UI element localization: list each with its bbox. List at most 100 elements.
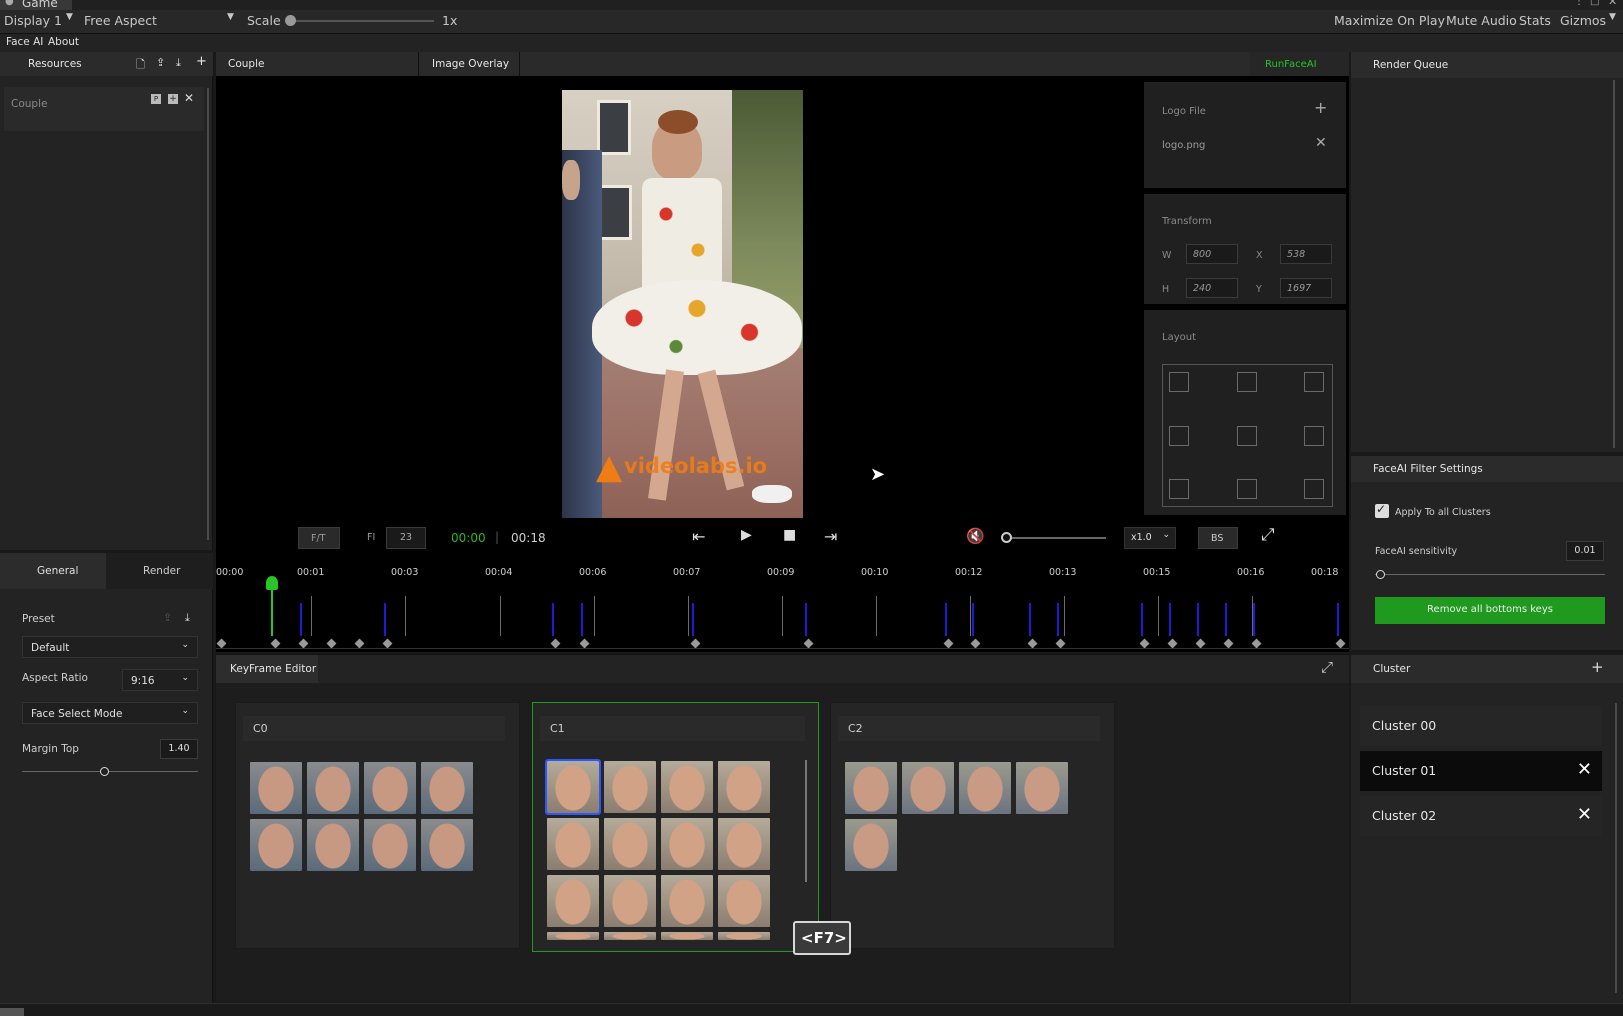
face-thumbnail[interactable] xyxy=(307,819,359,871)
layout-top-left[interactable] xyxy=(1169,372,1189,392)
timeline-face-marker[interactable] xyxy=(1225,603,1227,636)
margin-top-slider-handle[interactable] xyxy=(100,767,109,776)
game-tab[interactable]: ● Game xyxy=(0,0,72,10)
face-thumbnail[interactable] xyxy=(718,818,770,870)
layout-bottom-right[interactable] xyxy=(1304,479,1324,499)
skip-start-icon[interactable]: ⇤ xyxy=(692,527,706,546)
close-window-icon[interactable]: ✕ xyxy=(1608,0,1618,8)
resource-close-icon[interactable]: ✕ xyxy=(184,91,195,105)
sensitivity-slider-track[interactable] xyxy=(1375,574,1605,575)
face-thumbnail[interactable] xyxy=(604,818,656,870)
face-thumbnail[interactable] xyxy=(845,762,897,814)
face-thumbnail[interactable] xyxy=(547,932,599,940)
new-file-icon[interactable]: 🗋 xyxy=(136,58,145,71)
tab-image-overlay[interactable]: Image Overlay xyxy=(420,52,520,76)
ft-button[interactable]: F/T xyxy=(298,527,340,549)
face-thumbnail[interactable] xyxy=(421,762,473,814)
playhead-handle[interactable] xyxy=(266,576,278,590)
face-thumbnail[interactable] xyxy=(604,875,656,927)
face-thumbnail[interactable] xyxy=(661,875,713,927)
y-input[interactable]: 1697 xyxy=(1280,278,1332,298)
fi-input[interactable]: 23 xyxy=(386,527,426,549)
timeline-face-marker[interactable] xyxy=(1029,603,1031,636)
mute-speaker-icon[interactable]: 🔇 xyxy=(966,527,985,545)
display-dropdown[interactable]: Display 1 xyxy=(4,13,63,28)
x-input[interactable]: 538 xyxy=(1280,244,1332,264)
tab-general[interactable]: General xyxy=(0,553,106,589)
bs-button[interactable]: BS xyxy=(1198,527,1238,549)
face-select-mode-dropdown[interactable]: Face Select Mode ⌄ xyxy=(22,702,198,724)
face-thumbnail[interactable] xyxy=(307,762,359,814)
stop-icon[interactable]: ■ xyxy=(783,527,797,543)
window-menu-icon[interactable]: ⋮ xyxy=(1574,0,1584,7)
expand-editor-icon[interactable]: ⤢ xyxy=(1321,658,1334,676)
margin-top-slider-track[interactable] xyxy=(22,771,198,772)
scale-slider-track[interactable] xyxy=(288,20,434,22)
cluster-group-c1[interactable]: C1 xyxy=(532,702,819,952)
face-thumbnail[interactable] xyxy=(547,875,599,927)
menu-about[interactable]: About xyxy=(48,36,80,48)
face-thumbnail[interactable] xyxy=(661,932,713,940)
volume-slider-track[interactable] xyxy=(1006,537,1106,539)
face-thumbnail[interactable] xyxy=(250,819,302,871)
face-thumbnail[interactable] xyxy=(547,818,599,870)
cluster-group-c0[interactable]: C0 xyxy=(235,702,520,949)
timeline-face-marker[interactable] xyxy=(300,603,302,636)
cluster-item-02[interactable]: Cluster 02 ✕ xyxy=(1360,796,1602,836)
face-thumbnail[interactable] xyxy=(661,818,713,870)
face-thumbnail[interactable] xyxy=(845,819,897,871)
face-thumbnail[interactable] xyxy=(661,761,713,813)
sensitivity-input[interactable]: 0.01 xyxy=(1566,541,1604,561)
apply-all-checkbox[interactable]: ✓ xyxy=(1375,502,1389,518)
add-logo-icon[interactable]: + xyxy=(1314,98,1328,117)
layout-bottom-center[interactable] xyxy=(1237,479,1257,499)
maximize-on-play-toggle[interactable]: Maximize On Play xyxy=(1334,13,1445,28)
resource-p-icon[interactable]: P xyxy=(151,94,161,104)
resources-scrollbar[interactable] xyxy=(207,88,209,540)
c1-scrollbar[interactable] xyxy=(805,760,807,882)
status-scroll-thumb[interactable] xyxy=(0,1008,24,1016)
timeline-face-marker[interactable] xyxy=(1141,603,1143,636)
keyframe-editor-tab[interactable]: KeyFrame Editor xyxy=(216,655,318,683)
timeline-face-marker[interactable] xyxy=(1197,603,1199,636)
mute-audio-toggle[interactable]: Mute Audio xyxy=(1446,13,1517,28)
timeline-face-marker[interactable] xyxy=(692,603,694,636)
layout-middle-right[interactable] xyxy=(1304,426,1324,446)
volume-slider-handle[interactable] xyxy=(1001,532,1012,543)
face-thumbnail[interactable] xyxy=(364,819,416,871)
menu-face-ai[interactable]: Face AI xyxy=(6,36,44,48)
sensitivity-slider-handle[interactable] xyxy=(1376,570,1385,579)
remove-logo-icon[interactable]: ✕ xyxy=(1315,135,1327,151)
face-thumbnail[interactable] xyxy=(718,932,770,940)
timeline-face-marker[interactable] xyxy=(945,603,947,636)
cluster-group-c2[interactable]: C2 xyxy=(830,702,1115,949)
preset-download-icon[interactable]: ⤓ xyxy=(185,611,190,624)
add-icon[interactable]: + xyxy=(196,54,207,69)
render-queue-scrollbar[interactable] xyxy=(1613,80,1615,448)
cluster-item-01[interactable]: Cluster 01 ✕ xyxy=(1360,751,1602,791)
cluster-scrollbar[interactable] xyxy=(1615,703,1617,993)
upload-icon[interactable]: ⇪ xyxy=(156,56,166,69)
face-thumbnail[interactable] xyxy=(604,932,656,940)
face-thumbnail[interactable] xyxy=(421,819,473,871)
fullscreen-icon[interactable]: ⤢ xyxy=(1261,525,1275,545)
tab-couple[interactable]: Couple xyxy=(216,52,419,76)
timeline-face-marker[interactable] xyxy=(1337,603,1339,636)
timeline-face-marker[interactable] xyxy=(1253,603,1255,636)
face-thumbnail[interactable] xyxy=(250,762,302,814)
face-thumbnail[interactable] xyxy=(959,762,1011,814)
resource-expand-icon[interactable]: + xyxy=(168,94,178,104)
download-icon[interactable]: ⤓ xyxy=(176,56,181,69)
tab-render[interactable]: Render xyxy=(106,553,213,589)
resource-item-couple[interactable]: Couple P + ✕ xyxy=(4,87,204,131)
layout-middle-center[interactable] xyxy=(1237,426,1257,446)
timeline-face-marker[interactable] xyxy=(972,603,974,636)
margin-top-input[interactable]: 1.40 xyxy=(160,739,198,759)
maximize-window-icon[interactable]: □ xyxy=(1590,0,1600,7)
face-thumbnail[interactable] xyxy=(1016,762,1068,814)
preset-upload-icon[interactable]: ⇪ xyxy=(163,611,173,624)
timeline-face-marker[interactable] xyxy=(1057,603,1059,636)
timeline-face-marker[interactable] xyxy=(552,603,554,636)
layout-top-right[interactable] xyxy=(1304,372,1324,392)
gizmos-dropdown[interactable]: Gizmos xyxy=(1560,13,1607,28)
